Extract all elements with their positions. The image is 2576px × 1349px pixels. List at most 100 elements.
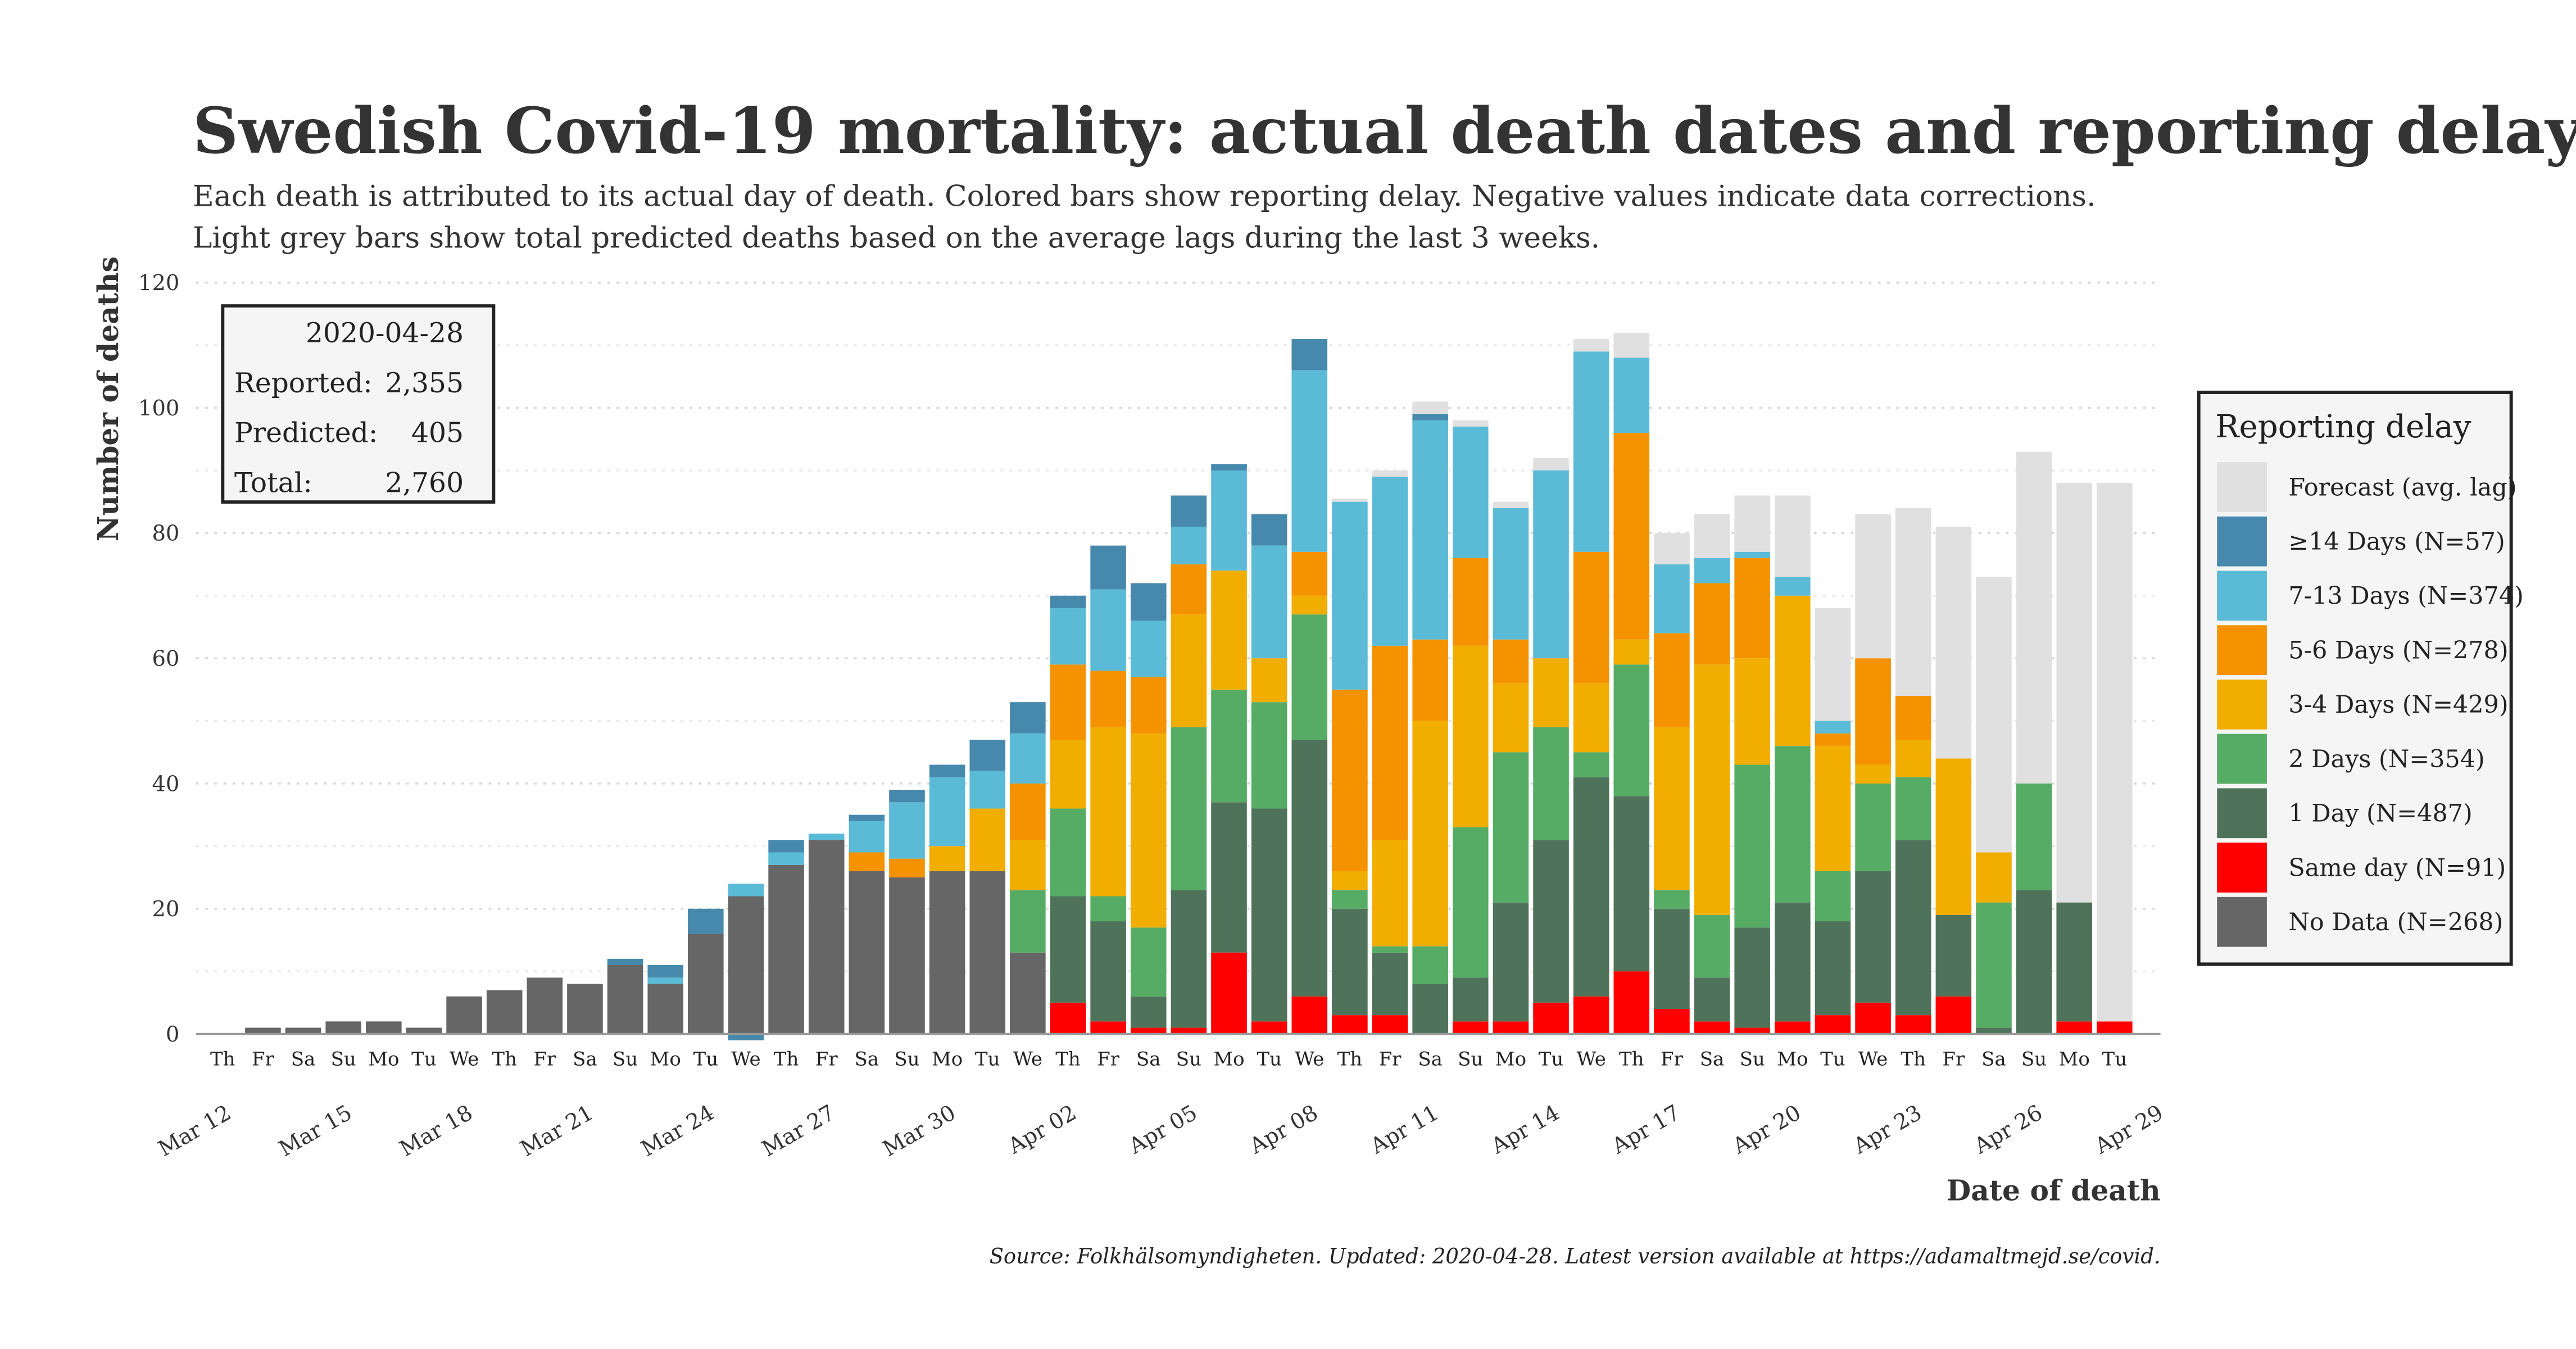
bar-segment-d1-2020-04-26: [2016, 890, 2052, 1034]
bar-segment-d14-2020-04-06: [1211, 464, 1247, 470]
bar-segment-d2-2020-04-18: [1694, 915, 1730, 978]
bar-segment-same-2020-04-15: [1573, 996, 1609, 1034]
bar-segment-d56-2020-04-03: [1090, 671, 1126, 727]
bar-segment-d2-2020-04-10: [1372, 946, 1408, 953]
bar-segment-d14-2020-03-24: [688, 908, 724, 934]
bar-segment-nodata-2020-03-20: [527, 977, 563, 1034]
bar-segment-d1-2020-04-23: [1895, 840, 1931, 1016]
bar-segment-d713-2020-03-29: [889, 802, 925, 859]
date-label: Apr 17: [1607, 1100, 1685, 1159]
bar-segment-d34-2020-04-10: [1372, 840, 1408, 947]
bar-segment-d56-2020-04-23: [1895, 696, 1931, 740]
bar-segment-d56-2020-04-17: [1654, 633, 1690, 727]
bar-segment-d713-2020-04-15: [1573, 351, 1609, 552]
bar-segment-d713-2020-04-11: [1412, 420, 1448, 640]
bar-segment-d713-2020-04-21: [1815, 721, 1851, 734]
summary-date: 2020-04-28: [306, 317, 464, 349]
weekday-label: Tu: [693, 1048, 719, 1071]
bar-segment-same-2020-04-18: [1694, 1021, 1730, 1034]
bar-segment-forecast-2020-04-16: [1613, 332, 1650, 358]
bar-segment-d1-2020-04-08: [1291, 739, 1328, 997]
y-tick-label: 0: [166, 1022, 179, 1047]
bar-segment-d34-2020-04-21: [1815, 746, 1851, 871]
bar-segment-d713-2020-03-26: [768, 852, 804, 865]
weekday-labels: Th Fr Sa Su Mo Tu We Th Fr Sa Su Mo Tu We Th Fr Sa Su Mo Tu…: [210, 1048, 2127, 1071]
bar-segment-d1-2020-04-25: [1976, 1027, 2012, 1034]
summary-total-label: Total:: [234, 467, 312, 499]
weekday-label: Th: [1901, 1048, 1926, 1071]
y-tick-label: 80: [152, 521, 179, 546]
bar-segment-d713-2020-04-13: [1493, 508, 1529, 640]
bar-segment-same-2020-04-23: [1895, 1015, 1931, 1034]
bar-segment-d2-2020-04-16: [1613, 664, 1650, 796]
bar-segment-nodata-2020-03-17: [406, 1027, 442, 1034]
weekday-label: Sa: [1418, 1048, 1443, 1071]
bar-segment-d14-2020-03-23: [647, 965, 684, 978]
bar-segment-d713-2020-03-28: [849, 821, 885, 853]
legend: Reporting delay Forecast (avg. lag) ≥14 D…: [2197, 391, 2524, 966]
bar-segment-d1-2020-04-09: [1332, 908, 1368, 1016]
bar-segment-d34-2020-04-20: [1775, 595, 1811, 746]
date-label: Mar 15: [275, 1100, 356, 1162]
weekday-label: Mo: [1495, 1048, 1526, 1071]
weekday-label: We: [1295, 1048, 1324, 1071]
legend-label-d713: 7-13 Days (N=374): [2288, 582, 2523, 610]
legend-swatch-d34: [2217, 680, 2267, 730]
legend-swatch-d1: [2217, 788, 2267, 839]
bar-segment-nodata-2020-03-18: [446, 996, 482, 1034]
bar-segment-d2-2020-04-23: [1895, 777, 1931, 840]
bar-segment-d713-2020-04-05: [1171, 527, 1207, 565]
bar-segment-same-2020-04-03: [1090, 1021, 1126, 1034]
bar-segment-d56-2020-04-19: [1734, 558, 1770, 659]
chart-title: Swedish Covid-19 mortality: actual death…: [193, 93, 2576, 168]
bar-segment-d1-2020-04-22: [1855, 871, 1891, 1003]
weekday-label: Su: [1176, 1048, 1201, 1071]
legend-swatch-nodata: [2217, 897, 2267, 947]
bar-segment-same-2020-04-27: [2056, 1021, 2093, 1034]
bar-segment-d713-2020-04-06: [1211, 470, 1247, 571]
bar-segment-d56-2020-03-28: [849, 852, 885, 871]
bar-segment-d14-2020-04-01: [1010, 702, 1046, 734]
bar-segment-same-2020-04-12: [1452, 1021, 1489, 1034]
bar-segment-same-2020-04-16: [1613, 971, 1650, 1034]
legend-swatch-d56: [2217, 625, 2267, 676]
summary-reported-label: Reported:: [234, 367, 373, 399]
weekday-label: Tu: [975, 1048, 1000, 1071]
bar-segment-same-2020-04-06: [1211, 952, 1247, 1034]
bar-segment-same-2020-04-04: [1130, 1027, 1167, 1034]
bar-segment-d1-2020-04-15: [1573, 777, 1609, 997]
bar-segment-d14-2020-04-02: [1050, 595, 1086, 609]
bar-segment-d1-2020-04-11: [1412, 984, 1448, 1034]
bar-segment-d34-2020-04-12: [1452, 645, 1489, 827]
bar-segment-d34-2020-04-24: [1935, 758, 1972, 915]
bar-segment-d1-2020-04-05: [1171, 890, 1207, 1028]
bar-segment-d34-2020-04-15: [1573, 683, 1609, 753]
date-label: Apr 23: [1849, 1100, 1926, 1159]
legend-title: Reporting delay: [2215, 409, 2471, 445]
bar-segment-forecast-2020-04-10: [1372, 470, 1408, 477]
bar-segment-d56-2020-04-18: [1694, 583, 1730, 665]
weekday-label: Th: [1619, 1048, 1644, 1071]
bar-segment-nodata-2020-04-01: [1010, 952, 1046, 1034]
bar-segment-d713-2020-04-03: [1090, 589, 1126, 671]
bar-segment-forecast-2020-04-15: [1573, 339, 1609, 352]
summary-total-value: 2,760: [385, 467, 464, 499]
date-label: Apr 20: [1728, 1100, 1806, 1159]
bar-segment-same-2020-04-09: [1332, 1015, 1368, 1034]
bar-segment-same-2020-04-07: [1251, 1021, 1287, 1034]
bar-segment-d56-2020-04-05: [1171, 564, 1207, 615]
bar-segment-d34-2020-03-31: [969, 808, 1006, 871]
bar-segment-d2-2020-04-06: [1211, 689, 1247, 803]
bar-segment-d34-2020-04-06: [1211, 571, 1247, 690]
y-axis-label: Number of deaths: [92, 256, 125, 541]
bar-segment-d14-2020-03-26: [768, 840, 804, 853]
bar-segment-same-2020-04-08: [1291, 996, 1328, 1034]
weekday-label: Th: [492, 1048, 517, 1071]
bar-segment-d56-2020-03-29: [889, 858, 925, 878]
weekday-label: Sa: [855, 1048, 879, 1071]
bar-segment-nodata-2020-03-19: [486, 990, 523, 1034]
bar-segment-d14-2020-03-25: [728, 1034, 764, 1040]
bar-segment-d713-2020-04-20: [1775, 577, 1811, 596]
bar-segment-d34-2020-03-30: [929, 846, 965, 871]
date-label: Apr 26: [1970, 1100, 2047, 1159]
